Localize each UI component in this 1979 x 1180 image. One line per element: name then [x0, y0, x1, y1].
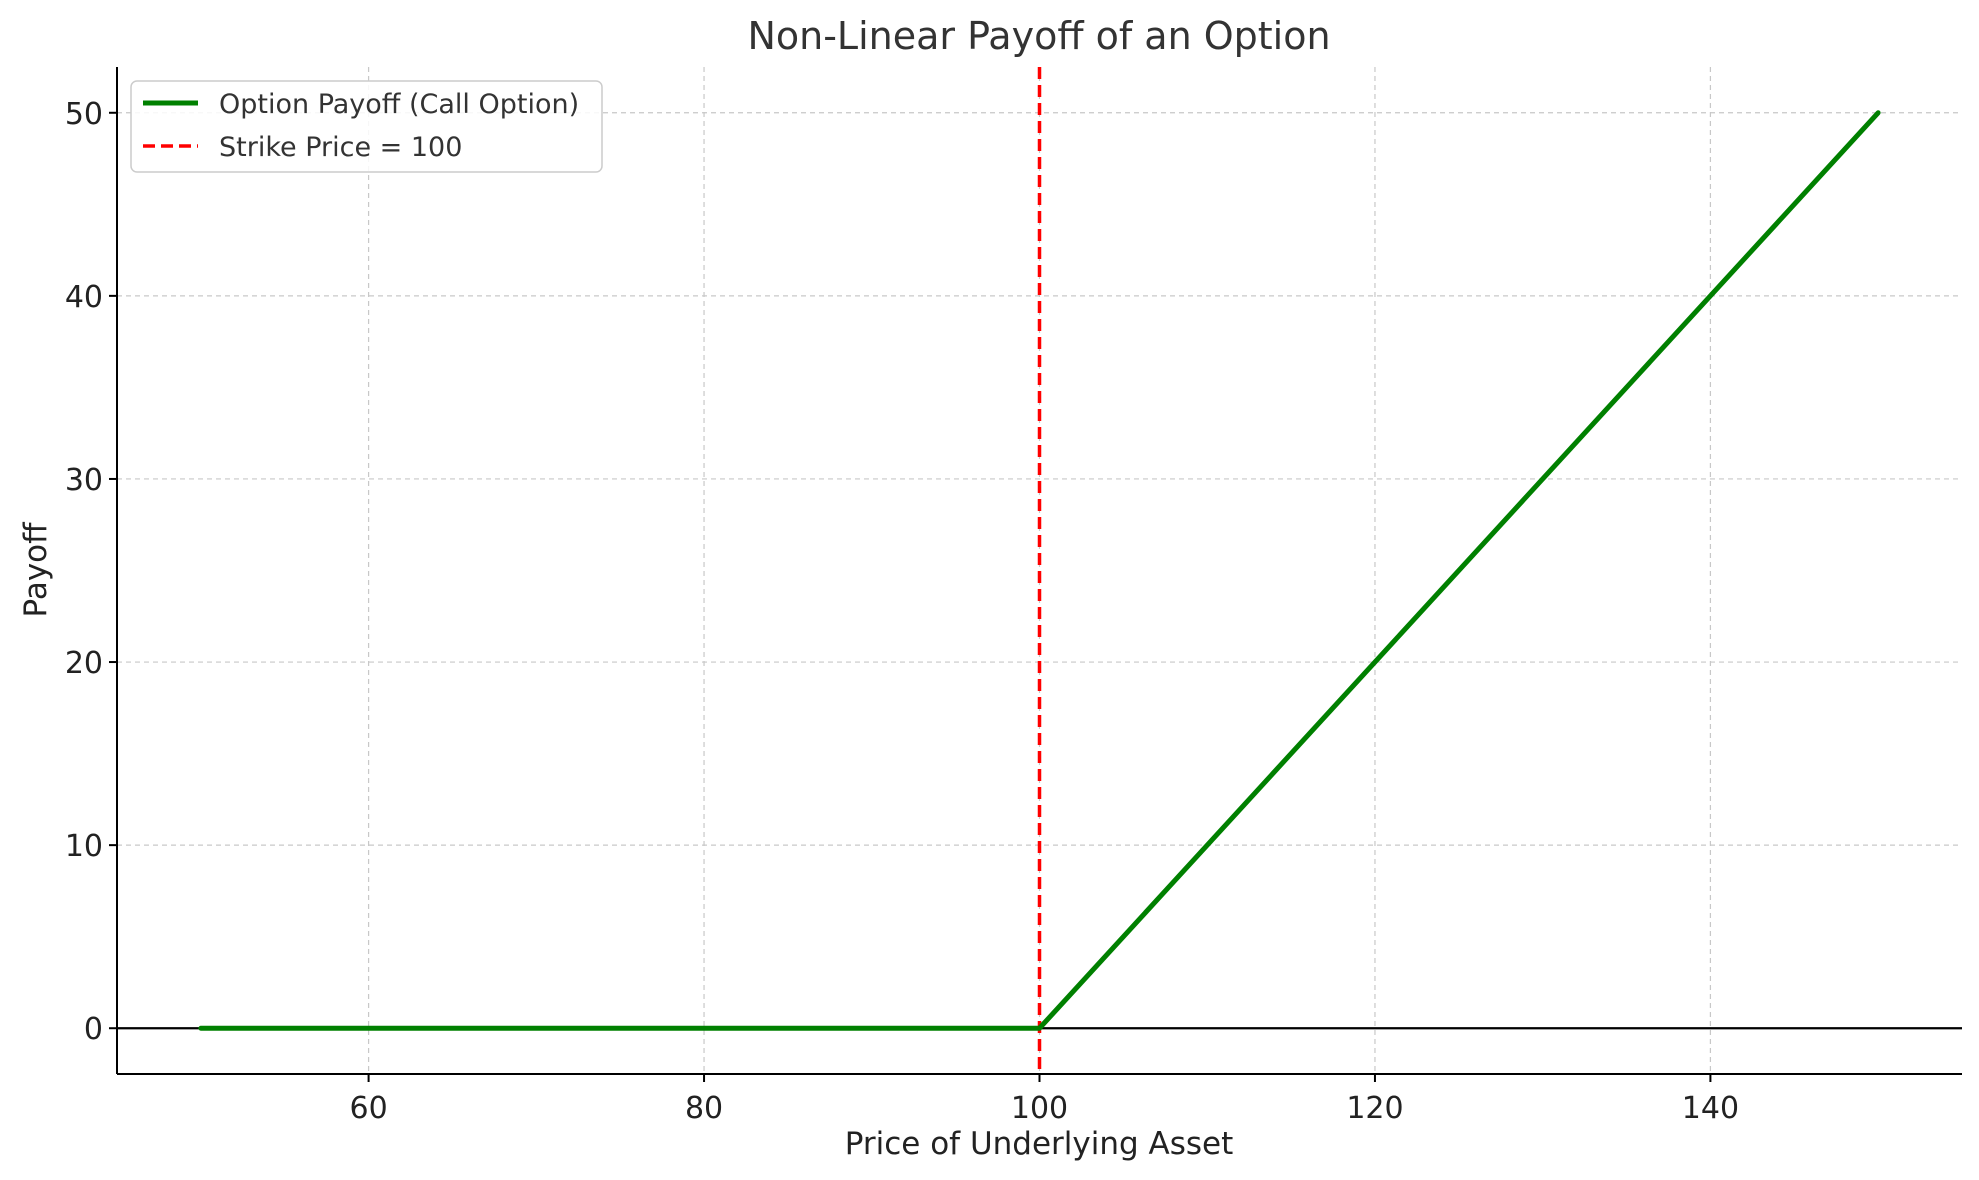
chart-title: Non-Linear Payoff of an Option	[747, 14, 1330, 58]
x-tick-label-60: 60	[349, 1091, 387, 1126]
x-axis-label: Price of Underlying Asset	[845, 1126, 1234, 1162]
y-tick-label-50: 50	[65, 97, 103, 132]
y-tick-label-40: 40	[65, 280, 103, 315]
y-tick-label-30: 30	[65, 463, 103, 498]
x-tick-label-80: 80	[685, 1091, 723, 1126]
y-tick-label-10: 10	[65, 829, 103, 864]
legend-box	[130, 80, 603, 173]
legend: Option Payoff (Call Option) Strike Price…	[130, 80, 603, 173]
legend-label-option-payoff: Option Payoff (Call Option)	[219, 89, 579, 120]
x-tick-label-140: 140	[1682, 1091, 1739, 1126]
legend-label-strike-price: Strike Price = 100	[219, 132, 462, 163]
y-tick-label-20: 20	[65, 646, 103, 681]
x-tick-label-100: 100	[1011, 1091, 1068, 1126]
y-tick-label-0: 0	[84, 1012, 103, 1047]
plot-area	[117, 67, 1962, 1074]
ticks: 60 80 100 120 140 0 10 20 30 40 50	[65, 97, 1739, 1126]
x-tick-label-120: 120	[1346, 1091, 1403, 1126]
y-axis-label: Payoff	[18, 522, 54, 618]
series-line-option-payoff	[198, 110, 1881, 1031]
